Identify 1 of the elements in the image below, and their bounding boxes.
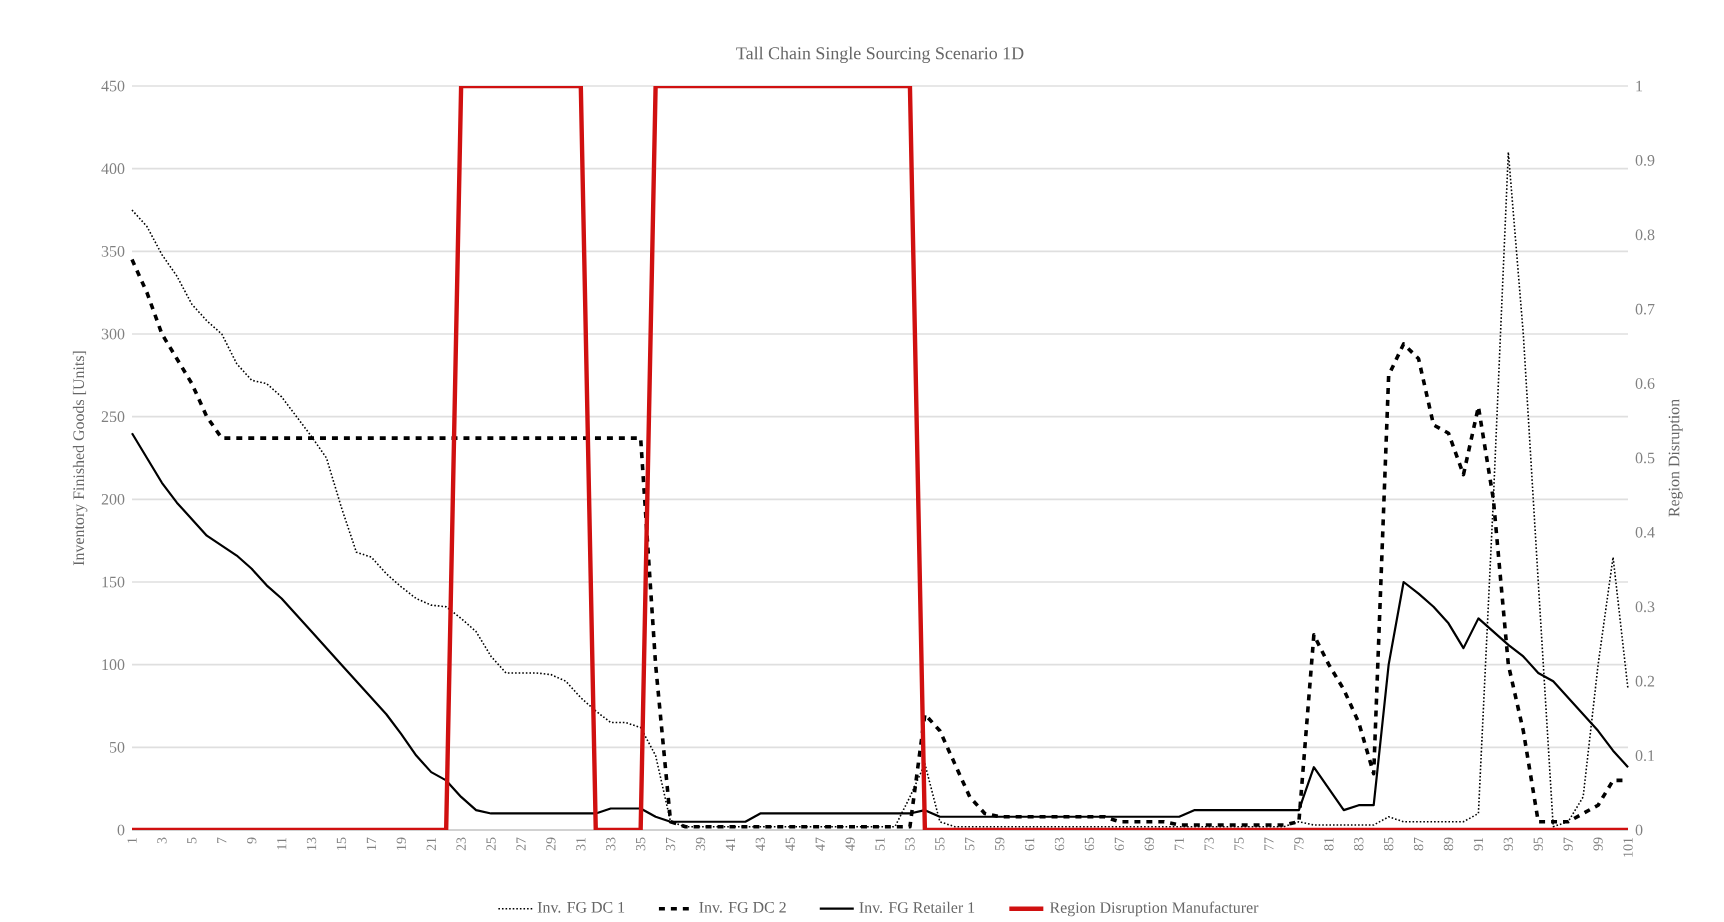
- chart-title: Tall Chain Single Sourcing Scenario 1D: [736, 46, 1024, 64]
